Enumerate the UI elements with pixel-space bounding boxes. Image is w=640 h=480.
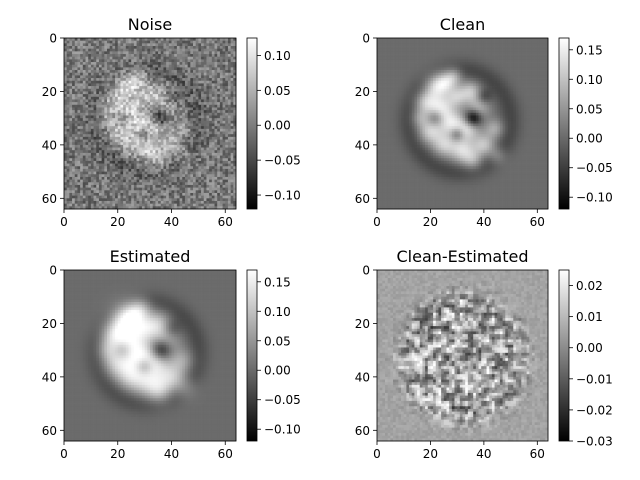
subplot-title: Clean [440, 15, 485, 34]
x-tick-label: 40 [476, 447, 491, 461]
colorbar-tick-label: −0.01 [576, 372, 613, 386]
y-tick-label: 20 [355, 317, 370, 331]
colorbar [246, 37, 258, 210]
x-tick-label: 0 [373, 447, 381, 461]
x-tick-label: 60 [530, 215, 545, 229]
x-tick-label: 40 [164, 447, 179, 461]
y-tick-label: 0 [49, 264, 57, 278]
y-tick-label: 0 [362, 32, 370, 46]
colorbar-tick-label: 0.15 [576, 43, 603, 57]
x-tick-label: 0 [373, 215, 381, 229]
colorbar-tick-label: 0.00 [264, 119, 291, 133]
colorbar [246, 269, 258, 442]
x-tick-label: 0 [60, 215, 68, 229]
colorbar-tick-label: 0.00 [576, 341, 603, 355]
heatmap-image [64, 38, 237, 210]
y-tick-label: 20 [355, 85, 370, 99]
colorbar-tick-label: −0.03 [576, 435, 613, 449]
colorbar-tick-label: 0.15 [264, 275, 291, 289]
y-tick-label: 60 [42, 424, 57, 438]
colorbar-tick-label: 0.00 [576, 132, 603, 146]
colorbar-tick-label: −0.05 [576, 161, 613, 175]
x-tick-label: 20 [423, 215, 438, 229]
colorbar-tick-label: 0.10 [264, 305, 291, 319]
x-tick-label: 20 [110, 215, 125, 229]
colorbar-tick-label: 0.01 [576, 310, 603, 324]
x-tick-label: 20 [110, 447, 125, 461]
x-tick-label: 40 [164, 215, 179, 229]
colorbar-tick-label: −0.05 [264, 393, 301, 407]
image-frame [376, 269, 549, 442]
colorbar-tick-label: −0.10 [264, 423, 301, 437]
y-tick-label: 0 [49, 32, 57, 46]
colorbar-tick-label: −0.02 [576, 403, 613, 417]
subplot-title: Noise [128, 15, 172, 34]
heatmap-image [377, 38, 549, 210]
colorbar-tick-label: 0.02 [576, 279, 603, 293]
y-tick-label: 20 [42, 85, 57, 99]
colorbar-tick-label: 0.05 [264, 84, 291, 98]
colorbar-tick-label: 0.05 [264, 334, 291, 348]
image-frame [376, 37, 549, 210]
x-tick-label: 60 [218, 215, 233, 229]
colorbar-tick-label: 0.10 [264, 49, 291, 63]
x-tick-label: 0 [60, 447, 68, 461]
x-tick-label: 60 [530, 447, 545, 461]
y-tick-label: 60 [42, 192, 57, 206]
subplot-title: Clean-Estimated [396, 247, 528, 266]
colorbar [558, 37, 570, 210]
y-tick-label: 60 [355, 424, 370, 438]
colorbar-tick-label: −0.05 [264, 154, 301, 168]
heatmap-image [64, 270, 237, 442]
colorbar-tick-label: 0.10 [576, 73, 603, 87]
y-tick-label: 60 [355, 192, 370, 206]
y-tick-label: 0 [362, 264, 370, 278]
y-tick-label: 20 [42, 317, 57, 331]
x-tick-label: 20 [423, 447, 438, 461]
y-tick-label: 40 [42, 138, 57, 152]
y-tick-label: 40 [42, 370, 57, 384]
image-frame [63, 37, 237, 210]
colorbar-tick-label: −0.10 [264, 189, 301, 203]
colorbar-tick-label: 0.00 [264, 364, 291, 378]
y-tick-label: 40 [355, 370, 370, 384]
x-tick-label: 60 [218, 447, 233, 461]
y-tick-label: 40 [355, 138, 370, 152]
colorbar-tick-label: −0.10 [576, 191, 613, 205]
colorbar-tick-label: 0.05 [576, 102, 603, 116]
heatmap-image [377, 270, 549, 442]
image-frame [63, 269, 237, 442]
subplot-title: Estimated [110, 247, 191, 266]
colorbar [558, 269, 570, 442]
x-tick-label: 40 [476, 215, 491, 229]
